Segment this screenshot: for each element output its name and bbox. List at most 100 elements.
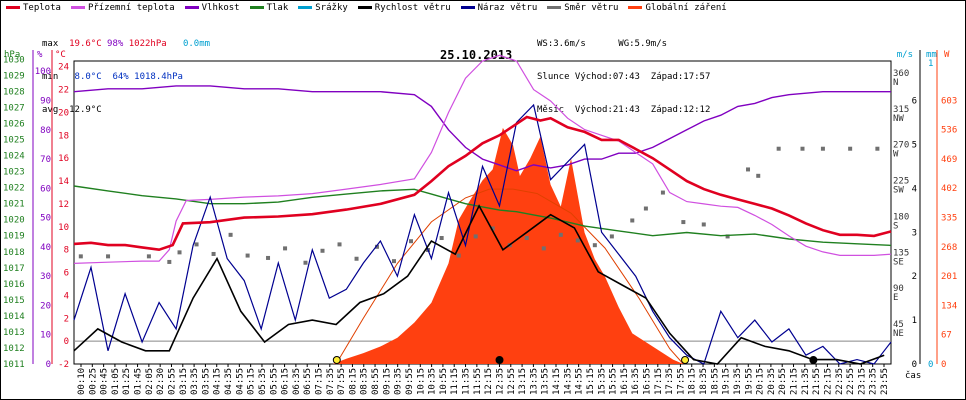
wind-direction-dot <box>354 256 359 261</box>
wind-direction-dot <box>337 242 342 247</box>
x-tick-label: 13:55 <box>541 368 551 395</box>
x-tick-label: 01:05 <box>111 368 121 395</box>
wind-direction-dot <box>245 253 250 258</box>
x-tick-label: 07:55 <box>337 368 347 395</box>
wind-direction-dot <box>374 244 379 249</box>
wind-direction-dot <box>283 246 288 251</box>
x-tick-label: 03:15 <box>179 368 189 395</box>
x-tick-label: 23:55 <box>880 368 890 395</box>
x-tick-label: 19:15 <box>722 368 732 395</box>
degc-axis-label: °C <box>55 50 66 60</box>
hpa-tick-label: 1027 <box>3 103 25 113</box>
legend-label: Přízemní teplota <box>87 3 175 13</box>
wind-direction-dot <box>473 234 478 239</box>
w-tick-label: 201 <box>941 272 957 282</box>
x-tick-label: 07:15 <box>315 368 325 395</box>
w-tick-label: 335 <box>941 214 957 224</box>
wind-direction-dot <box>820 146 825 151</box>
x-tick-label: 01:25 <box>122 368 132 395</box>
x-tick-label: 23:35 <box>869 368 879 395</box>
dir-tick-label: 225 <box>893 177 909 187</box>
x-tick-label: 17:15 <box>654 368 664 395</box>
x-tick-label: 10:55 <box>439 368 449 395</box>
legend-item: Srážky <box>298 3 348 13</box>
degc-tick-label: 12 <box>58 200 69 210</box>
stat-max-label: max <box>42 39 59 49</box>
stat-min-hum: 64% <box>112 72 129 82</box>
wind-direction-dot <box>630 218 635 223</box>
x-tick-label: 16:55 <box>642 368 652 395</box>
x-tick-label: 12:55 <box>507 368 517 395</box>
hpa-tick-label: 1022 <box>3 184 25 194</box>
x-tick-label: 04:35 <box>224 368 234 395</box>
legend: Teplota Přízemní teplota Vlhkost Tlak Srážky… <box>6 3 737 13</box>
dir-tick-label: 360 <box>893 69 909 79</box>
wind-direction-dot <box>177 250 182 255</box>
x-tick-label: 20:35 <box>767 368 777 395</box>
x-tick-label: 08:55 <box>371 368 381 395</box>
ms-tick-label: 1 <box>912 316 917 326</box>
x-tick-label: 15:35 <box>597 368 607 395</box>
x-tick-label: 18:55 <box>710 368 720 395</box>
series-ground-temp-line <box>73 54 892 264</box>
ms-tick-label: 5 <box>912 140 917 150</box>
stat-max-press: 1022hPa <box>128 39 167 49</box>
pct-tick-label: 90 <box>40 97 51 107</box>
moon-times: Měsíc Východ:21:43 Západ:12:12 <box>537 105 711 115</box>
legend-swatch <box>6 6 20 9</box>
degc-tick-label: 24 <box>58 63 69 73</box>
legend-label: Teplota <box>23 3 61 13</box>
dir-compass-label: S <box>893 221 898 231</box>
pct-tick-label: 20 <box>40 301 51 311</box>
wind-direction-dot <box>524 236 529 241</box>
x-tick-label: 08:35 <box>360 368 370 395</box>
degc-tick-label: 22 <box>58 86 69 96</box>
series-temperature-line <box>73 115 892 252</box>
hpa-tick-label: 1028 <box>3 87 25 97</box>
wind-direction-dot <box>490 226 495 231</box>
pct-tick-label: 60 <box>40 184 51 194</box>
hpa-tick-label: 1019 <box>3 232 25 242</box>
legend-label: Globální záření <box>645 3 727 13</box>
x-tick-label: 11:55 <box>473 368 483 395</box>
hpa-tick-label: 1024 <box>3 152 25 162</box>
degc-tick-label: 20 <box>58 108 69 118</box>
legend-label: Směr větru <box>564 3 619 13</box>
hpa-tick-label: 1013 <box>3 328 25 338</box>
wind-direction-dot <box>660 190 665 195</box>
legend-item: Směr větru <box>547 3 618 13</box>
x-tick-label: 04:15 <box>213 368 223 395</box>
hpa-tick-label: 1025 <box>3 136 25 146</box>
wind-direction-dot <box>558 232 563 237</box>
x-tick-label: 10:15 <box>416 368 426 395</box>
x-tick-label: 05:55 <box>269 368 279 395</box>
pct-tick-label: 10 <box>40 331 51 341</box>
chart-title: 25.10.2013 <box>440 48 513 62</box>
x-tick-label: 20:15 <box>756 368 766 395</box>
mm-tick-label: 0 <box>928 360 933 370</box>
x-tick-label: 15:55 <box>609 368 619 395</box>
dir-compass-label: N <box>893 78 898 88</box>
x-tick-label: 00:25 <box>88 368 98 395</box>
legend-swatch <box>298 6 313 9</box>
x-axis-label: čas <box>905 370 921 381</box>
x-tick-label: 00:10 <box>77 368 87 395</box>
x-tick-label: 07:35 <box>326 368 336 395</box>
wind-direction-dot <box>848 146 853 151</box>
x-tick-label: 22:15 <box>823 368 833 395</box>
wind-direction-dot <box>800 146 805 151</box>
legend-swatch <box>357 6 372 9</box>
dir-compass-label: E <box>893 293 898 303</box>
legend-swatch <box>70 6 85 9</box>
degc-tick-label: 6 <box>64 269 69 279</box>
wind-direction-dot <box>575 238 580 243</box>
dir-tick-label: 45 <box>893 320 904 330</box>
legend-label: Vlhkost <box>201 3 240 13</box>
hpa-tick-label: 1021 <box>3 200 25 210</box>
wind-direction-dot <box>875 146 880 151</box>
series-humidity-line <box>73 85 891 172</box>
stat-min-temp: 8.0°C <box>74 72 102 82</box>
x-tick-label: 19:55 <box>744 368 754 395</box>
stat-min-press: 1018.4hPa <box>134 72 183 82</box>
degc-tick-label: 10 <box>58 223 69 233</box>
